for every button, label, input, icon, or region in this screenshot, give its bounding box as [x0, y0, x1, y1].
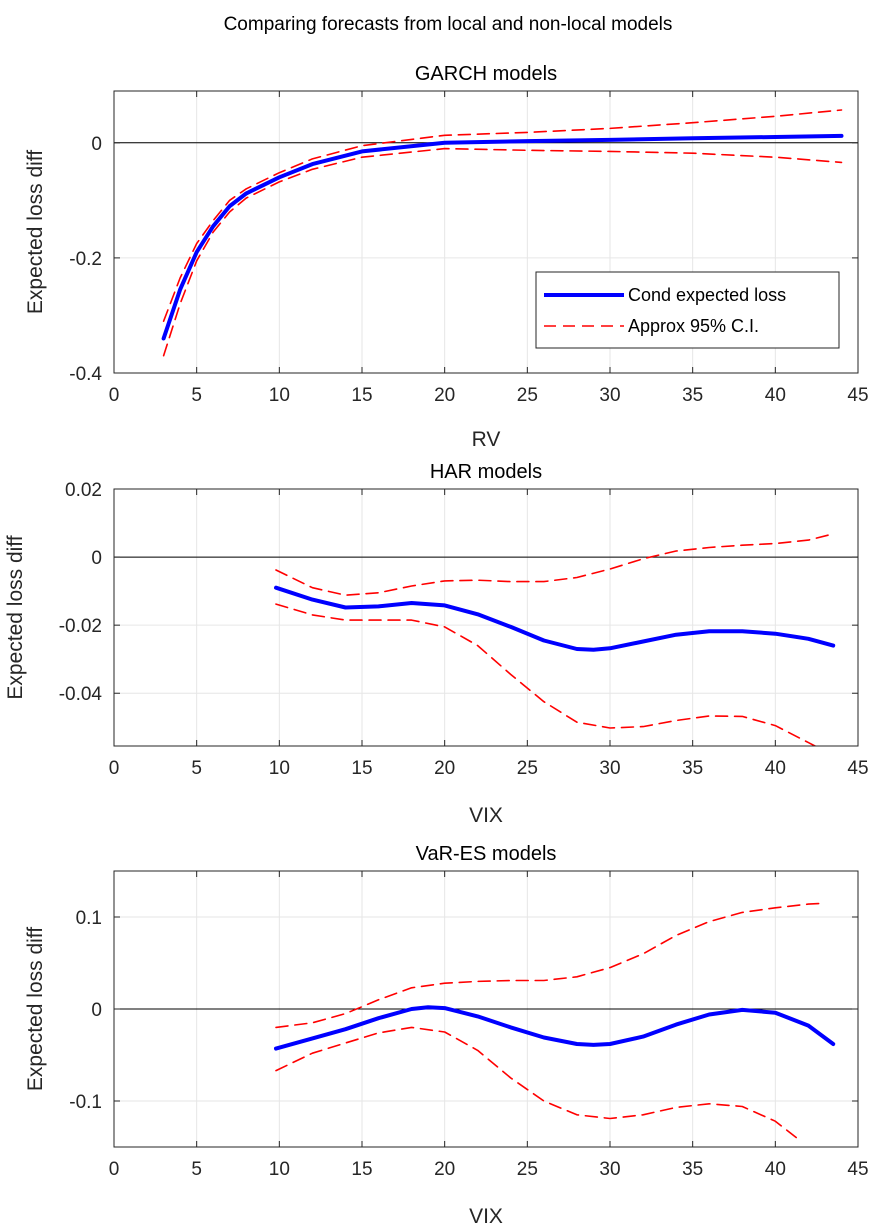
y-tick-label: -0.04 [59, 684, 103, 705]
x-tick-label: 10 [269, 385, 290, 406]
har-chart: 0 5 10 15 20 25 30 35 40 45 -0.04 -0.02 0 0.02 HAR mod… [4, 461, 869, 827]
x-tick-label: 45 [847, 758, 868, 779]
y-tick-label: -0.1 [69, 1092, 102, 1113]
x-tick-label: 25 [517, 385, 538, 406]
y-tick-label: 0 [91, 1000, 102, 1021]
x-tick-label: 0 [109, 758, 120, 779]
x-tick-label: 0 [109, 385, 120, 406]
x-tick-label: 15 [351, 758, 372, 779]
y-axis-label: Expected loss diff [24, 927, 47, 1091]
x-tick-label: 40 [765, 385, 786, 406]
y-tick-label: 0.02 [65, 480, 102, 501]
legend: Cond expected loss Approx 95% C.I. [535, 271, 840, 349]
x-axis-label: VIX [469, 1205, 503, 1228]
x-tick-label: 25 [517, 758, 538, 779]
series-ci-lower [275, 1026, 801, 1142]
axes-box [113, 90, 859, 374]
x-tick-label: 10 [269, 1159, 290, 1180]
x-tick-label: 30 [599, 385, 620, 406]
series-ci-lower [275, 603, 817, 746]
x-tick-label: 20 [434, 758, 455, 779]
axes-box [113, 488, 859, 747]
x-tick-label: 30 [599, 1159, 620, 1180]
x-tick-label: 45 [847, 1159, 868, 1180]
x-tick-label: 20 [434, 385, 455, 406]
x-tick-label: 5 [191, 385, 202, 406]
var-es-chart: 0 5 10 15 20 25 30 35 40 45 -0.1 0 0.1 VaR-ES models V… [24, 843, 869, 1228]
series-cond-expected-loss [274, 585, 836, 652]
x-axis-label: RV [472, 428, 501, 451]
series-ci-upper [275, 533, 835, 597]
series-cond-expected-loss [274, 1005, 836, 1051]
x-tick-label: 5 [191, 1159, 202, 1180]
series-ci-upper [275, 902, 826, 1029]
x-tick-label: 30 [599, 758, 620, 779]
y-axis-label: Expected loss diff [24, 150, 47, 314]
x-tick-label: 35 [682, 1159, 703, 1180]
x-tick-label: 25 [517, 1159, 538, 1180]
y-tick-label: -0.2 [69, 249, 102, 270]
x-axis-label: VIX [469, 804, 503, 827]
x-tick-label: 20 [434, 1159, 455, 1180]
legend-label-approx-ci: Approx 95% C.I. [628, 316, 759, 336]
y-axis-label: Expected loss diff [4, 535, 27, 699]
legend-box [535, 271, 840, 349]
chart-title: HAR models [430, 461, 542, 483]
garch-chart: 0 5 10 15 20 25 30 35 40 45 -0.4 -0.2 0 GARCH models R… [24, 63, 869, 451]
y-tick-label: 0.1 [76, 908, 102, 929]
series-ci-upper [162, 109, 843, 323]
x-tick-label: 35 [682, 758, 703, 779]
chart-title: GARCH models [415, 63, 557, 85]
y-tick-label: 0 [91, 548, 102, 569]
x-tick-label: 45 [847, 385, 868, 406]
x-tick-label: 35 [682, 385, 703, 406]
y-tick-label: -0.02 [59, 616, 102, 637]
x-tick-label: 40 [765, 758, 786, 779]
figure-suptitle: Comparing forecasts from local and non-l… [224, 14, 673, 35]
x-tick-label: 5 [191, 758, 202, 779]
x-tick-label: 10 [269, 758, 290, 779]
x-tick-label: 15 [351, 385, 372, 406]
x-tick-label: 15 [351, 1159, 372, 1180]
y-tick-label: -0.4 [69, 364, 102, 385]
chart-title: VaR-ES models [416, 843, 557, 865]
series-ci-lower [162, 147, 843, 357]
x-tick-label: 40 [765, 1159, 786, 1180]
y-tick-label: 0 [91, 134, 102, 155]
legend-label-cond-expected-loss: Cond expected loss [628, 285, 786, 305]
series-cond-expected-loss [161, 133, 844, 341]
x-tick-label: 0 [109, 1159, 120, 1180]
